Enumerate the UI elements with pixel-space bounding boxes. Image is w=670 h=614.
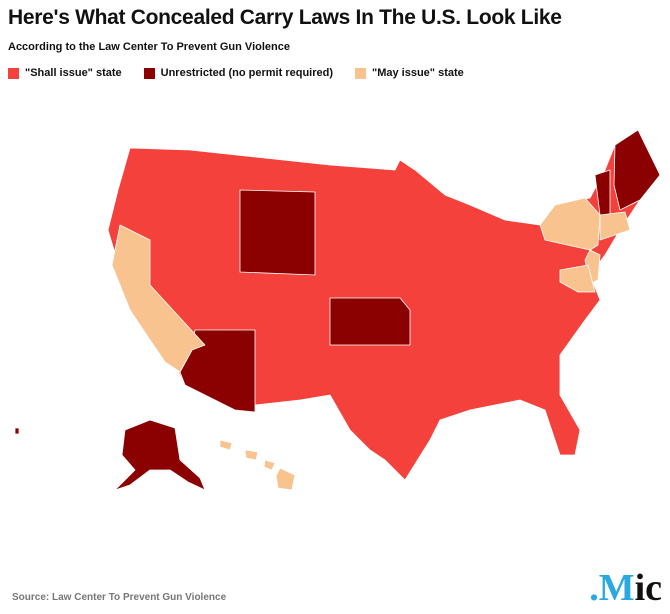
legend-swatch (143, 67, 155, 79)
legend-label: Unrestricted (no permit required) (160, 67, 333, 79)
unrestricted-region (114, 419, 206, 491)
legend-label: "Shall issue" state (25, 67, 122, 79)
may-issue-region (559, 264, 596, 293)
may-issue-region (111, 224, 206, 373)
may-issue-region (263, 459, 276, 471)
may-issue-region (275, 467, 296, 491)
legend-item: "Shall issue" state (8, 67, 122, 79)
unrestricted-region (329, 297, 411, 346)
source: Source: Law Center To Prevent Gun Violen… (12, 592, 227, 603)
unrestricted-region (239, 189, 316, 276)
may-issue-region (244, 449, 259, 461)
legend-item: "May issue" state (355, 67, 464, 79)
title: Here's What Concealed Carry Laws In The … (8, 6, 562, 29)
may-issue-region (219, 439, 233, 451)
subtitle: According to the Law Center To Prevent G… (8, 41, 290, 53)
legend-item: Unrestricted (no permit required) (143, 67, 333, 79)
may-issue-region (539, 197, 601, 251)
may-issue-region (599, 211, 631, 241)
legend-label: "May issue" state (372, 67, 464, 79)
legend: "Shall issue" state Unrestricted (no perm… (8, 67, 486, 79)
unrestricted-region (14, 427, 20, 435)
legend-swatch (355, 67, 366, 79)
logo: .Mic (589, 567, 662, 609)
legend-swatch (8, 67, 19, 79)
unrestricted-region (613, 129, 661, 211)
